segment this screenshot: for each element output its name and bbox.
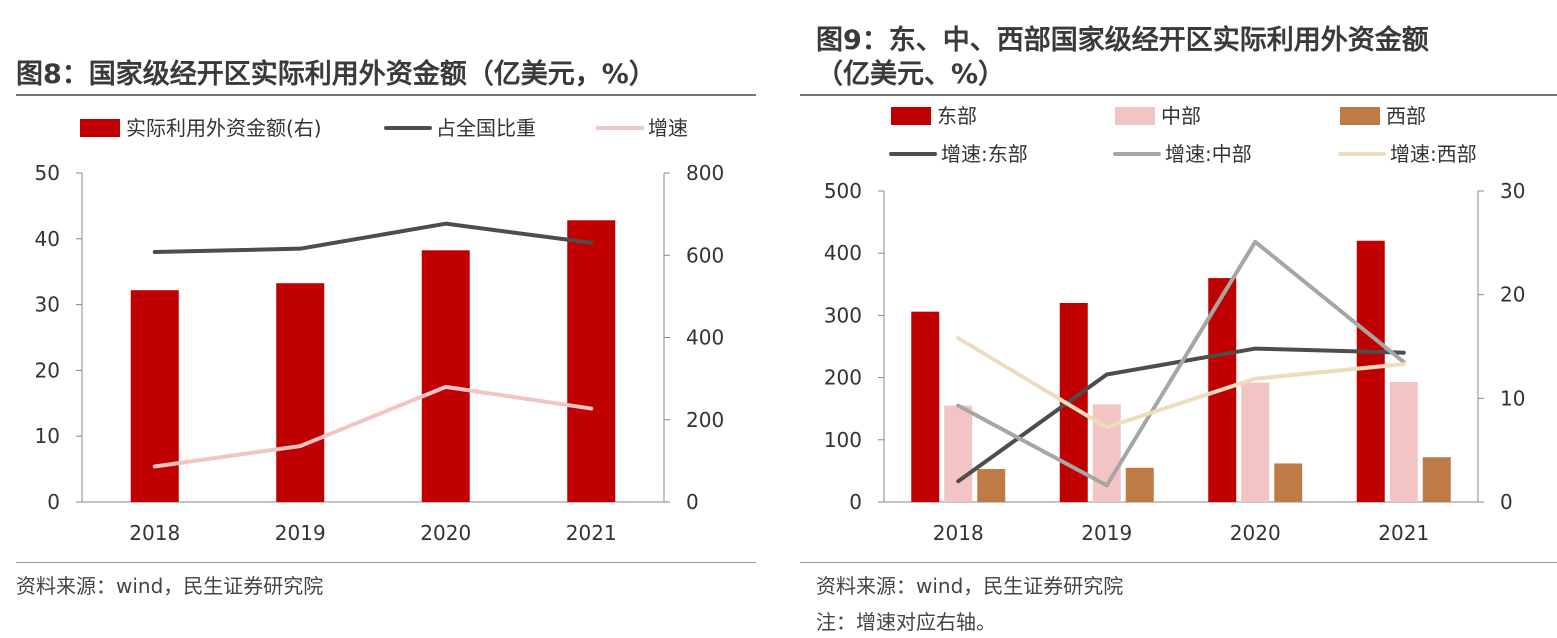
chart-panel-left: 图8：国家级经开区实际利用外资金额（亿美元，%） 0 10 20 30 40 50 0 200…	[0, 0, 760, 638]
left-tick-label-10: 10	[35, 424, 60, 448]
title-rule	[800, 94, 1557, 96]
x-tick-label-2021: 2021	[1378, 521, 1429, 545]
bar-2020-s0	[421, 250, 470, 502]
x-tick-label-2019: 2019	[275, 521, 326, 545]
left-tick-label-20: 20	[35, 358, 60, 382]
legend-label-0: 实际利用外资金额(右)	[126, 116, 322, 140]
legend-swatch-1	[1115, 107, 1155, 125]
x-tick-label-2018: 2018	[129, 521, 180, 545]
chart-figure: 0 10 20 30 40 50 0 200 400 600 800 2018 2019 2020 2021…	[35, 116, 725, 545]
series-line-1	[956, 239, 1406, 488]
bar-2021-s2	[1422, 457, 1451, 502]
chart-title-line1: 图9：东、中、西部国家级经开区实际利用外资金额	[816, 25, 1429, 56]
x-tick-label-2021: 2021	[566, 521, 617, 545]
right-tick-label-200: 200	[686, 408, 724, 432]
legend-label-1: 占全国比重	[436, 116, 536, 140]
bar-2020-s1	[1241, 382, 1270, 502]
series-line-2	[956, 336, 1406, 430]
left-tick-label-0: 0	[849, 490, 862, 514]
left-tick-label-500: 500	[824, 179, 862, 203]
legend-label-2: 西部	[1386, 104, 1426, 128]
bar-2019-s0	[276, 283, 325, 502]
left-tick-label-50: 50	[35, 161, 60, 185]
right-tick-label-20: 20	[1500, 283, 1525, 307]
bar-2021-s1	[1389, 381, 1418, 502]
left-tick-label-300: 300	[824, 303, 862, 327]
source-rule	[16, 562, 756, 563]
x-tick-label-2019: 2019	[1081, 521, 1132, 545]
right-tick-label-0: 0	[686, 490, 699, 514]
x-tick-label-2020: 2020	[420, 521, 471, 545]
source-text: 资料来源：wind，民生证券研究院	[16, 574, 324, 598]
x-tick-label-2020: 2020	[1230, 521, 1281, 545]
bar-2018-s2	[977, 469, 1006, 502]
right-tick-label-600: 600	[686, 243, 724, 267]
legend-label-2: 增速	[648, 116, 688, 140]
left-tick-label-40: 40	[35, 227, 60, 251]
legend-label-4: 增速:中部	[1165, 142, 1252, 166]
legend-swatch-0	[80, 119, 120, 137]
legend-swatch-0	[891, 107, 931, 125]
legend-label-1: 中部	[1161, 104, 1201, 128]
right-tick-label-400: 400	[686, 326, 724, 350]
left-tick-label-400: 400	[824, 241, 862, 265]
source-rule	[800, 562, 1557, 563]
bar-2019-s2	[1125, 467, 1154, 502]
bar-2018-s0	[130, 290, 179, 502]
bar-2018-s0	[911, 311, 940, 502]
left-tick-label-0: 0	[47, 490, 60, 514]
series-line-0	[152, 221, 594, 254]
legend-label-5: 增速:西部	[1390, 142, 1477, 166]
series-line-1	[152, 384, 594, 469]
bar-2021-s0	[567, 220, 616, 502]
right-tick-label-10: 10	[1500, 386, 1525, 410]
legend-label-3: 增速:东部	[941, 142, 1028, 166]
left-tick-label-30: 30	[35, 293, 60, 317]
chart-panel-right: 图9：东、中、西部国家级经开区实际利用外资金额 （亿美元、%） 0 100 200 3…	[800, 0, 1557, 638]
bar-2021-s0	[1356, 240, 1385, 502]
chart-figure: 0 100 200 300 400 500 0 10 20 30 2018 2019 2020 2021 东…	[824, 104, 1526, 545]
source-text: 资料来源：wind，民生证券研究院	[816, 574, 1124, 598]
title-rule	[16, 94, 756, 96]
right-tick-label-800: 800	[686, 161, 724, 185]
chart-title-line2: （亿美元、%）	[816, 59, 1006, 90]
bar-2018-s1	[944, 405, 973, 502]
note-text: 注：增速对应右轴。	[816, 610, 996, 634]
legend-swatch-2	[1340, 107, 1380, 125]
bar-2020-s2	[1274, 463, 1303, 502]
legend-label-0: 东部	[937, 104, 977, 128]
chart-title: 图8：国家级经开区实际利用外资金额（亿美元，%）	[16, 59, 656, 90]
left-tick-label-100: 100	[824, 428, 862, 452]
series-line-0	[956, 346, 1406, 484]
x-tick-label-2018: 2018	[933, 521, 984, 545]
right-tick-label-0: 0	[1500, 490, 1513, 514]
right-tick-label-30: 30	[1500, 179, 1525, 203]
left-tick-label-200: 200	[824, 366, 862, 390]
